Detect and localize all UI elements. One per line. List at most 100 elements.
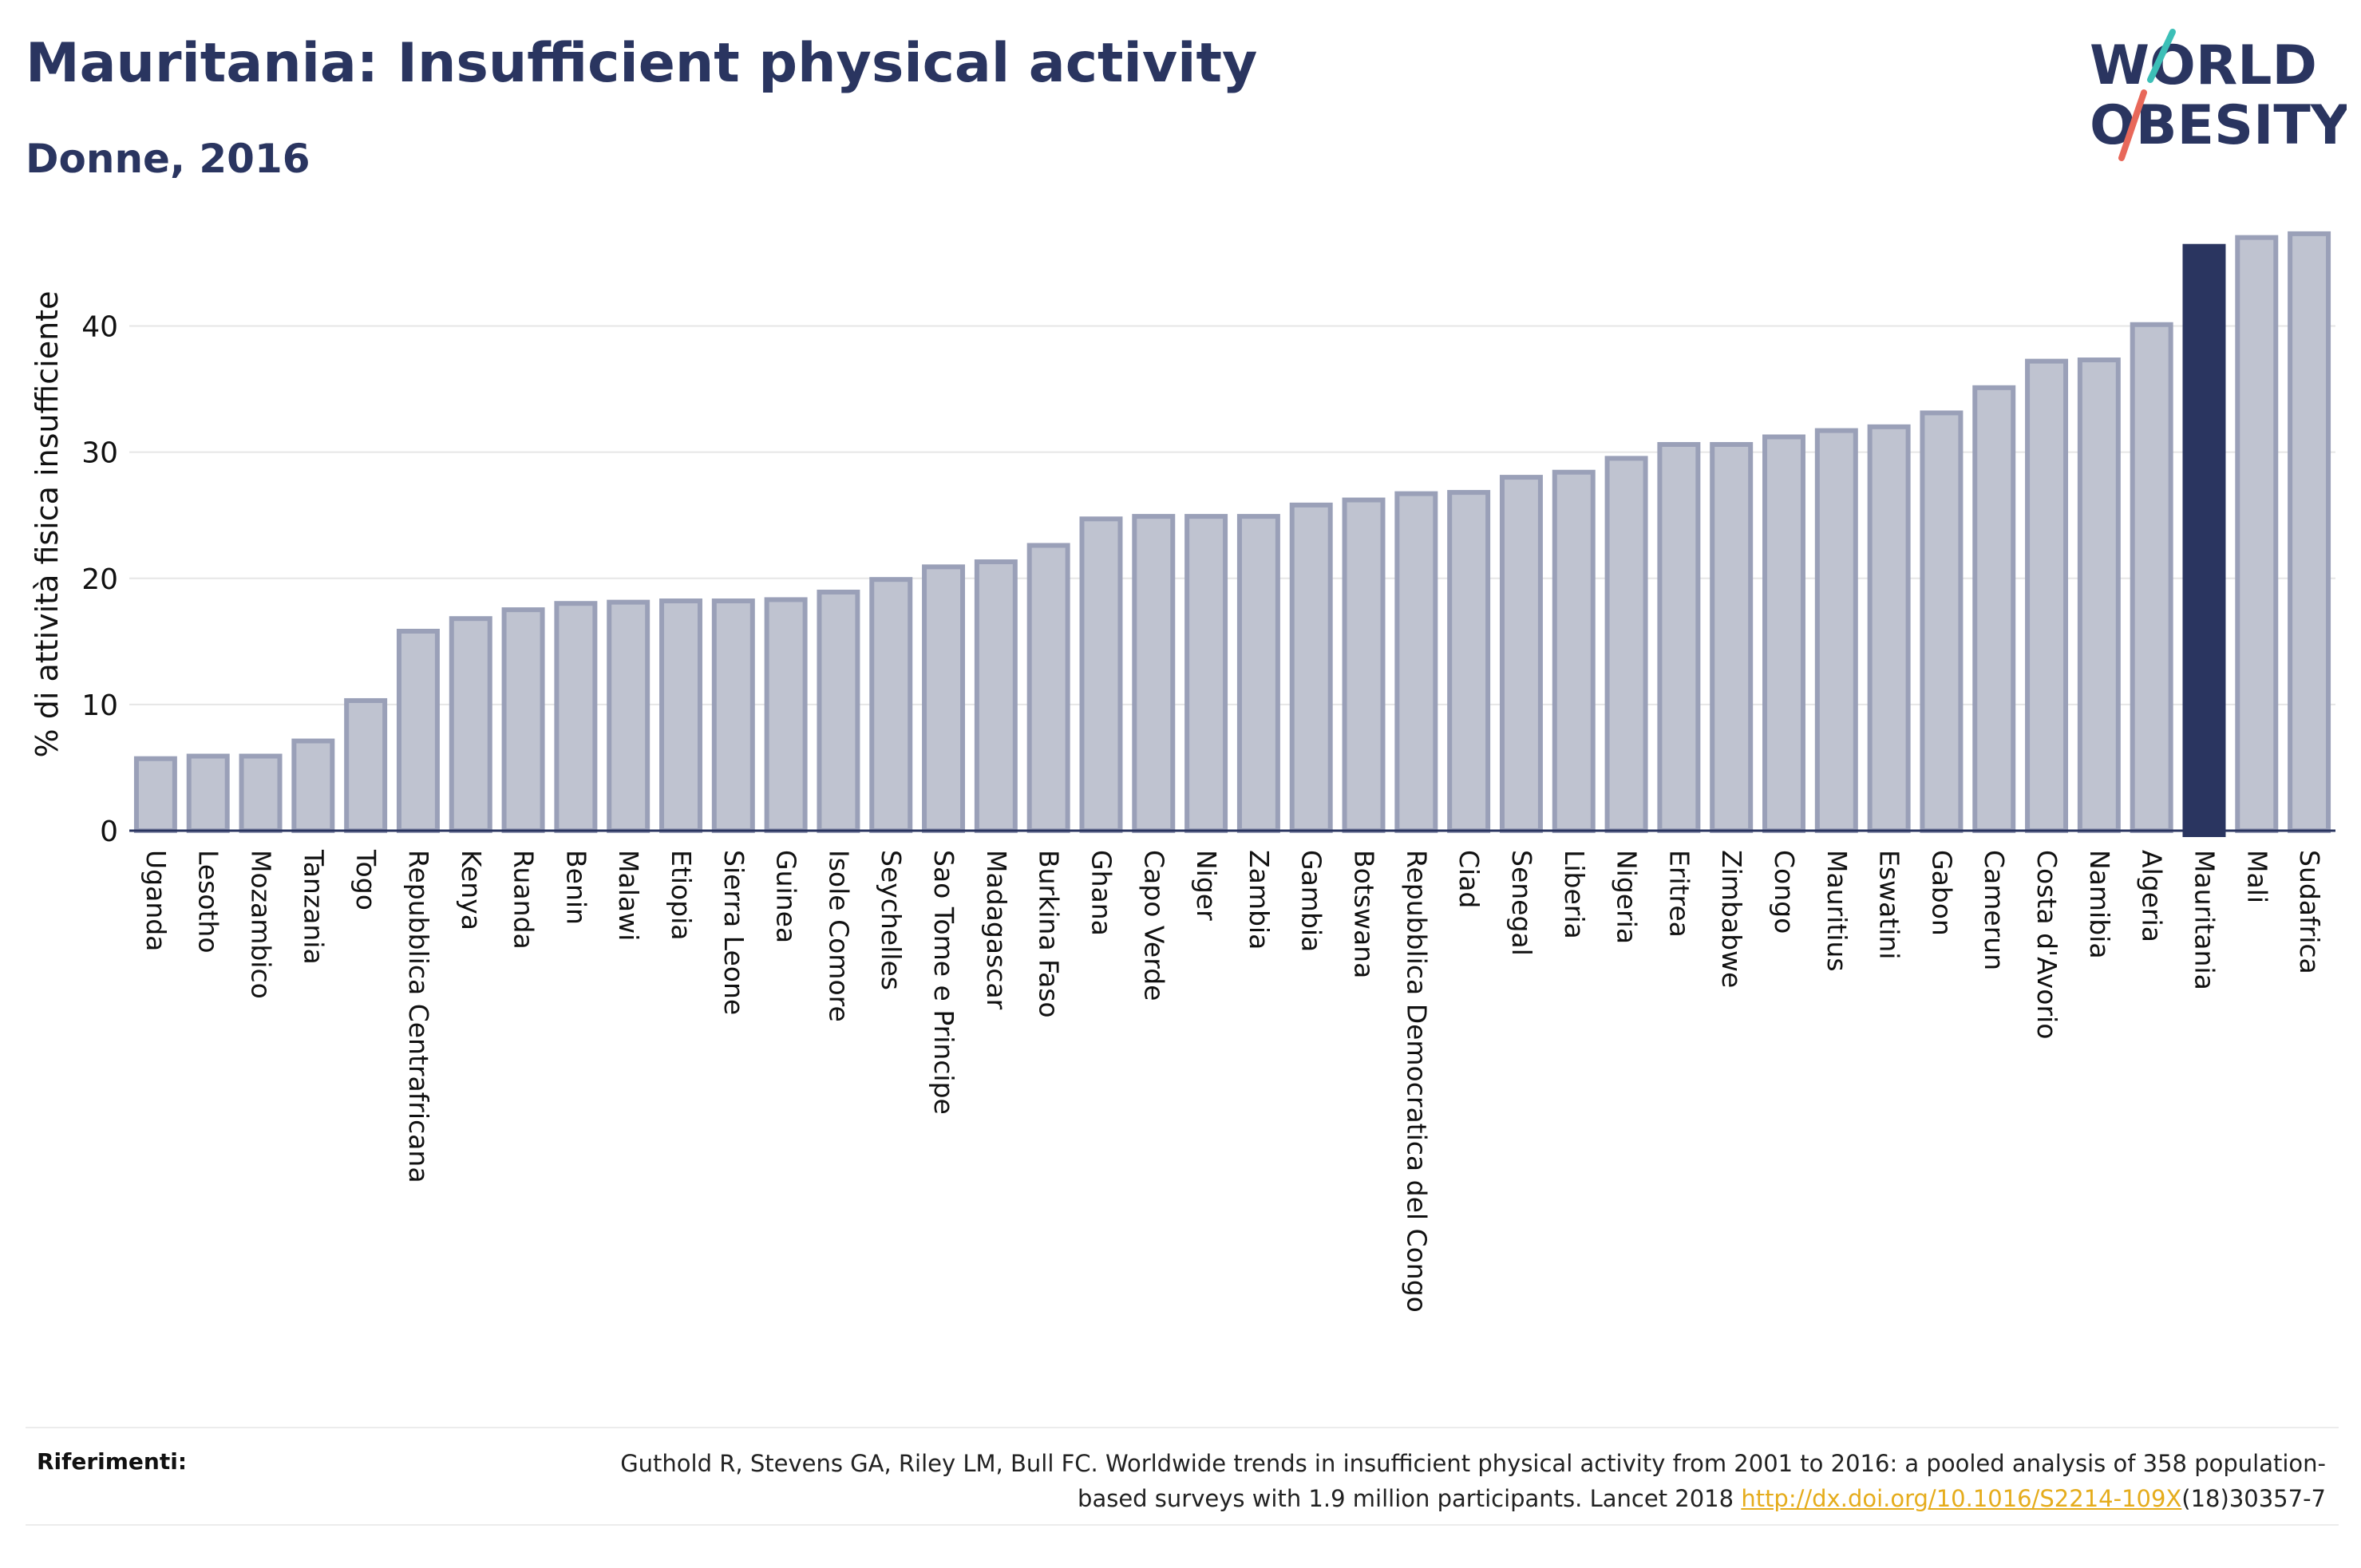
- bar: [659, 598, 702, 833]
- bar: [1710, 441, 1754, 833]
- bar: [501, 607, 545, 834]
- bar: [922, 564, 966, 833]
- footer-divider-top: [26, 1427, 2339, 1428]
- x-tick-label: Repubblica Centrafricana: [403, 850, 434, 1183]
- y-tick-label: 0: [100, 816, 118, 848]
- references-citation: Guthold R, Stevens GA, Riley LM, Bull FC…: [620, 1450, 2326, 1512]
- bar: [291, 738, 335, 833]
- x-tick-label: Ruanda: [508, 850, 540, 950]
- x-tick-label: Congo: [1769, 850, 1800, 934]
- bar: [1184, 514, 1228, 833]
- x-tick-label: Benin: [560, 850, 591, 925]
- x-tick-label: Ciad: [1453, 850, 1485, 908]
- y-tick-label: 10: [81, 689, 118, 722]
- bar: [2130, 322, 2173, 834]
- bar: [869, 577, 913, 833]
- x-tick-label: Senegal: [1506, 850, 1537, 956]
- bar: [449, 616, 492, 833]
- page-subtitle: Donne, 2016: [26, 136, 310, 182]
- x-tick-label: Niger: [1191, 850, 1222, 921]
- x-tick-label: Seychelles: [876, 850, 907, 990]
- bar: [817, 589, 860, 833]
- x-tick-label: Mali: [2241, 850, 2272, 903]
- bar: [1342, 497, 1386, 833]
- x-tick-label: Namibia: [2084, 850, 2115, 959]
- bar: [1132, 514, 1176, 833]
- x-tick-label: Liberia: [1559, 850, 1590, 939]
- bar: [2182, 243, 2226, 837]
- x-tick-label: Burkina Faso: [1034, 850, 1065, 1018]
- references-citation-end: (18)30357-7: [2181, 1485, 2326, 1512]
- footer-divider-bottom: [26, 1524, 2339, 1526]
- x-tick-label: Gambia: [1296, 850, 1327, 952]
- bars: [133, 231, 2331, 837]
- bar: [2288, 231, 2331, 833]
- x-tick-label: Repubblica Democratica del Congo: [1401, 850, 1432, 1313]
- x-tick-label: Mauritius: [1821, 850, 1853, 972]
- y-tick-label: 20: [81, 563, 118, 596]
- x-tick-label: Mozambico: [246, 850, 277, 999]
- x-tick-label: Gabon: [1926, 850, 1957, 936]
- x-tick-label: Guinea: [771, 850, 802, 943]
- x-tick-label: Camerun: [1979, 850, 2010, 970]
- bar: [711, 598, 755, 833]
- bar: [1499, 475, 1543, 834]
- bar: [1552, 469, 1596, 833]
- x-tick-label: Lesotho: [193, 850, 224, 954]
- bar: [1762, 434, 1805, 833]
- bar: [1447, 490, 1491, 833]
- bar: [974, 559, 1018, 833]
- bar: [1972, 385, 2016, 834]
- x-tick-label: Sierra Leone: [718, 850, 749, 1015]
- x-tick-label: Zambia: [1244, 850, 1275, 950]
- bar: [2235, 235, 2279, 833]
- x-tick-label: Tanzania: [298, 849, 329, 965]
- x-tick-label: Kenya: [456, 850, 487, 930]
- x-tick-label: Algeria: [2137, 850, 2168, 942]
- bar: [1079, 516, 1123, 833]
- bar-chart: Uganda Lesotho Mozambico Tanzania Togo Repubb…: [30, 231, 2335, 1313]
- bar: [344, 697, 388, 833]
- x-tick-label: Zimbabwe: [1716, 850, 1747, 988]
- bar: [186, 753, 230, 834]
- bar: [2077, 357, 2121, 833]
- page-title: Mauritania: Insufficient physical activi…: [26, 32, 1258, 95]
- y-axis-label: % di attività fisica insufficiente: [30, 291, 65, 758]
- x-tick-label: Nigeria: [1612, 850, 1643, 944]
- gridlines: [129, 325, 2335, 705]
- x-tick-label: Mauritania: [2189, 850, 2220, 990]
- references-label: Riferimenti:: [37, 1448, 188, 1475]
- x-tick-label: Costa d'Avorio: [2031, 850, 2062, 1039]
- svg-text:WORLD: WORLD: [2090, 34, 2317, 97]
- bar: [1604, 456, 1648, 834]
- x-tick-label: Uganda: [140, 850, 172, 951]
- world-obesity-logo: WORLD OBESITY: [2090, 29, 2347, 161]
- y-tick-labels: 0 10 20 30 40: [81, 311, 118, 849]
- x-tick-label: Etiopia: [666, 850, 697, 941]
- bar: [396, 629, 440, 833]
- references-text: Guthold R, Stevens GA, Riley LM, Bull FC…: [610, 1446, 2326, 1516]
- bar: [1289, 502, 1333, 833]
- bar: [1920, 410, 1964, 833]
- x-tick-label: Botswana: [1349, 850, 1380, 978]
- x-tick-label: Capo Verde: [1138, 850, 1169, 1001]
- bar: [607, 599, 651, 833]
- bar: [239, 753, 283, 834]
- bar: [1867, 424, 1911, 834]
- bar: [133, 756, 177, 833]
- bar: [1814, 428, 1858, 833]
- doi-link[interactable]: http://dx.doi.org/10.1016/S2214-109X: [1741, 1485, 2182, 1512]
- x-tick-label: Eswatini: [1874, 850, 1905, 959]
- bar: [1026, 543, 1070, 833]
- x-tick-label: Madagascar: [981, 850, 1012, 1010]
- bar: [554, 601, 598, 834]
- bar: [1657, 441, 1701, 833]
- x-tick-labels: Uganda Lesotho Mozambico Tanzania Togo Repubb…: [140, 849, 2325, 1313]
- x-tick-label: Togo: [350, 849, 382, 910]
- bar: [764, 597, 808, 833]
- x-tick-label: Sao Tome e Principe: [928, 850, 959, 1115]
- x-tick-label: Malawi: [613, 850, 644, 941]
- bar: [1236, 514, 1280, 833]
- x-tick-label: Isole Comore: [823, 850, 854, 1022]
- y-tick-label: 40: [81, 311, 118, 344]
